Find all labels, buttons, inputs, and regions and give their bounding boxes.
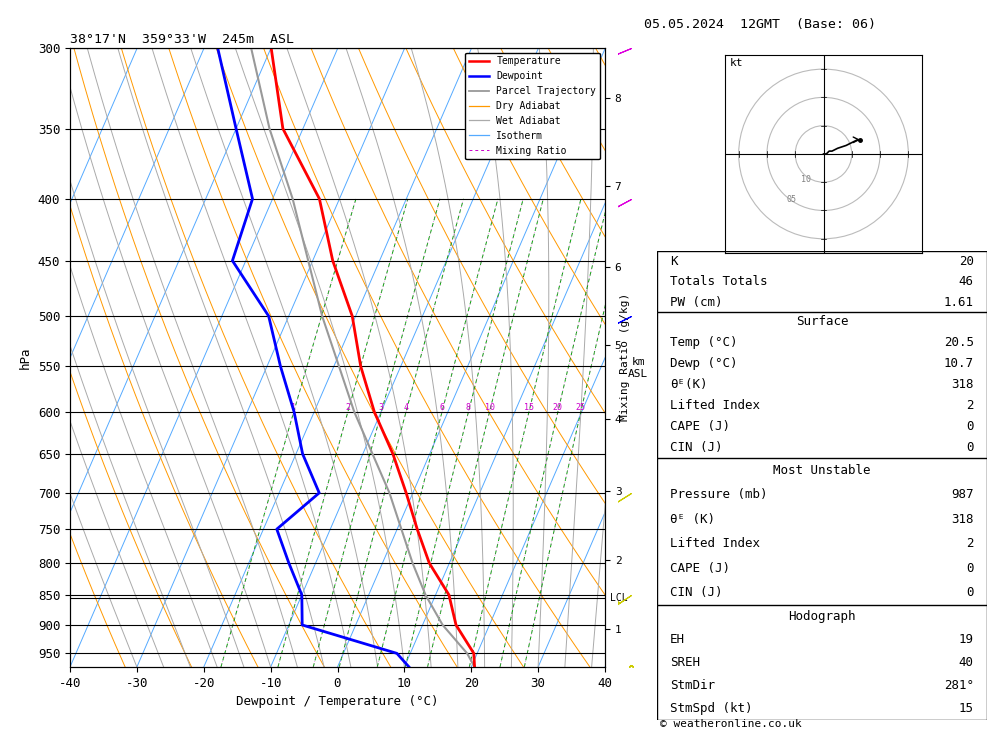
Text: Lifted Index: Lifted Index [670,399,760,412]
Text: kt: kt [730,59,744,68]
Text: Most Unstable: Most Unstable [773,464,871,477]
Text: 25: 25 [576,403,586,412]
Text: 2: 2 [966,399,974,412]
Text: 0: 0 [966,586,974,599]
Text: Totals Totals: Totals Totals [670,276,768,288]
Text: Surface: Surface [796,315,848,328]
Text: θᴱ (K): θᴱ (K) [670,512,715,526]
X-axis label: Dewpoint / Temperature (°C): Dewpoint / Temperature (°C) [236,696,439,708]
Text: 20: 20 [959,255,974,268]
Text: 1.61: 1.61 [944,295,974,309]
Text: 20: 20 [553,403,563,412]
Text: 0: 0 [966,420,974,433]
Text: 1: 1 [291,403,296,412]
Text: 19: 19 [959,633,974,646]
Y-axis label: hPa: hPa [19,346,32,369]
Text: SREH: SREH [670,656,700,668]
Text: CIN (J): CIN (J) [670,586,723,599]
Text: Hodograph: Hodograph [788,610,856,623]
Text: 15: 15 [524,403,534,412]
Text: Pressure (mb): Pressure (mb) [670,488,768,501]
Text: 6: 6 [440,403,445,412]
Text: 05.05.2024  12GMT  (Base: 06): 05.05.2024 12GMT (Base: 06) [644,18,876,32]
Text: 281°: 281° [944,679,974,692]
Text: 2: 2 [966,537,974,550]
Text: 20.5: 20.5 [944,336,974,350]
Text: 10.7: 10.7 [944,358,974,370]
Text: LCL: LCL [610,593,628,603]
Text: Lifted Index: Lifted Index [670,537,760,550]
Text: 10: 10 [801,175,811,184]
Text: © weatheronline.co.uk: © weatheronline.co.uk [660,719,802,729]
Text: 40: 40 [959,656,974,668]
Text: 0: 0 [966,441,974,454]
Text: 2: 2 [345,403,350,412]
Text: Temp (°C): Temp (°C) [670,336,738,350]
Text: StmSpd (kt): StmSpd (kt) [670,701,753,715]
Text: CAPE (J): CAPE (J) [670,561,730,575]
Text: CIN (J): CIN (J) [670,441,723,454]
Text: StmDir: StmDir [670,679,715,692]
Text: Dewp (°C): Dewp (°C) [670,358,738,370]
Text: K: K [670,255,678,268]
Text: 318: 318 [951,378,974,391]
Legend: Temperature, Dewpoint, Parcel Trajectory, Dry Adiabat, Wet Adiabat, Isotherm, Mi: Temperature, Dewpoint, Parcel Trajectory… [465,53,600,160]
Text: Mixing Ratio (g/kg): Mixing Ratio (g/kg) [620,293,630,421]
Text: 05: 05 [787,195,797,204]
Text: 10: 10 [485,403,495,412]
Text: EH: EH [670,633,685,646]
Text: 46: 46 [959,276,974,288]
Text: PW (cm): PW (cm) [670,295,723,309]
Y-axis label: km
ASL: km ASL [628,358,648,379]
Text: 318: 318 [951,512,974,526]
Text: 8: 8 [466,403,471,412]
Text: 4: 4 [404,403,409,412]
Text: 38°17'N  359°33'W  245m  ASL: 38°17'N 359°33'W 245m ASL [70,34,294,46]
Text: 15: 15 [959,701,974,715]
Text: 0: 0 [966,561,974,575]
Text: 3: 3 [379,403,384,412]
Text: 987: 987 [951,488,974,501]
Text: CAPE (J): CAPE (J) [670,420,730,433]
Text: θᴱ(K): θᴱ(K) [670,378,708,391]
